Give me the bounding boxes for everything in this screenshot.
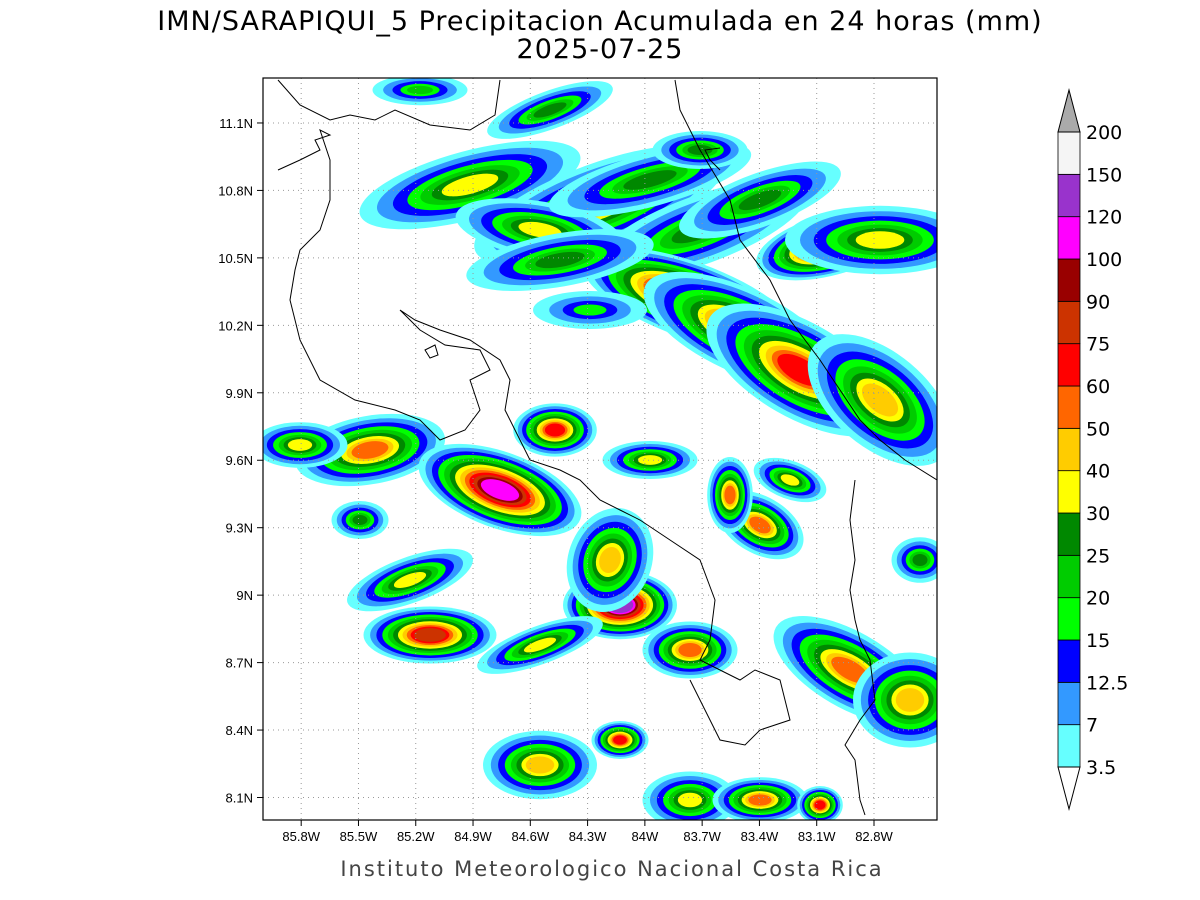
colorbar-label: 7 bbox=[1086, 715, 1098, 737]
lon-tick-label: 84.9W bbox=[454, 829, 492, 844]
title: IMN/SARAPIQUI_5 Precipitacion Acumulada … bbox=[157, 6, 1042, 37]
precipitation-field bbox=[263, 78, 937, 820]
colorbar-label: 200 bbox=[1086, 122, 1122, 144]
precip-area bbox=[678, 643, 702, 657]
colorbar: 3.5 7 12.5 15 20 25 30 40 50 60 75 90 100 120 150 200 bbox=[1057, 88, 1128, 811]
date: 2025-07-25 bbox=[517, 34, 684, 65]
precip-area bbox=[480, 479, 520, 501]
precip-area bbox=[831, 656, 869, 684]
lon-tick-label: 83.7W bbox=[683, 829, 721, 844]
precip-area bbox=[748, 794, 772, 806]
colorbar-label: 20 bbox=[1086, 588, 1110, 610]
colorbar-under bbox=[1057, 766, 1081, 811]
colorbar-label: 150 bbox=[1086, 164, 1122, 186]
colorbar-label: 3.5 bbox=[1086, 757, 1116, 779]
precip-area bbox=[895, 688, 925, 712]
precip-area bbox=[544, 423, 566, 437]
colorbar-box bbox=[1057, 681, 1081, 726]
lat-tick-label: 9N bbox=[236, 588, 253, 603]
precip-area bbox=[407, 85, 433, 95]
precip-area bbox=[677, 792, 703, 808]
grid bbox=[263, 78, 937, 820]
colorbar-label: 30 bbox=[1086, 503, 1110, 525]
precip-area bbox=[613, 735, 627, 745]
lon-tick-label: 84.6W bbox=[512, 829, 550, 844]
colorbar-label: 50 bbox=[1086, 418, 1110, 440]
lon-tick-label: 83.4W bbox=[741, 829, 779, 844]
lon-tick-label: 84W bbox=[632, 829, 659, 844]
colorbar-box bbox=[1057, 385, 1081, 429]
lon-tick-label: 85.8W bbox=[282, 829, 320, 844]
precip-area bbox=[814, 800, 826, 810]
colorbar-box bbox=[1057, 512, 1081, 556]
lat-tick-label: 9.6N bbox=[226, 453, 253, 468]
colorbar-box bbox=[1057, 258, 1081, 302]
lat-tick-label: 10.8N bbox=[218, 183, 253, 198]
lon-tick-label: 85.2W bbox=[397, 829, 435, 844]
colorbar-box bbox=[1057, 470, 1081, 514]
lon-tick-label: 83.1W bbox=[798, 829, 836, 844]
colorbar-box bbox=[1057, 427, 1081, 472]
colorbar-box bbox=[1057, 131, 1081, 175]
colorbar-box bbox=[1057, 300, 1081, 345]
precip-area bbox=[724, 485, 736, 505]
lon-tick-label: 84.3W bbox=[569, 829, 607, 844]
precip-area bbox=[749, 516, 771, 534]
colorbar-box bbox=[1057, 343, 1081, 387]
colorbar-label: 40 bbox=[1086, 461, 1110, 483]
precip-area bbox=[599, 547, 621, 573]
colorbar-label: 12.5 bbox=[1086, 672, 1128, 694]
map-frame bbox=[262, 77, 938, 821]
colorbar-box bbox=[1057, 639, 1081, 683]
precip-area bbox=[414, 628, 446, 642]
colorbar-label: 120 bbox=[1086, 207, 1122, 229]
precip-area bbox=[861, 383, 899, 417]
lat-tick-label: 10.2N bbox=[218, 318, 253, 333]
coastline bbox=[277, 79, 937, 816]
lat-tick-label: 10.5N bbox=[218, 251, 253, 266]
precip-area bbox=[623, 170, 677, 190]
colorbar-label: 100 bbox=[1086, 249, 1122, 271]
precip-area bbox=[351, 441, 389, 459]
colorbar-label: 25 bbox=[1086, 545, 1110, 567]
colorbar-box bbox=[1057, 216, 1081, 260]
lon-tick-label: 82.8W bbox=[855, 829, 893, 844]
precip-area bbox=[855, 231, 905, 249]
colorbar-box bbox=[1057, 724, 1081, 768]
precip-area bbox=[637, 455, 663, 465]
axes: 8.1N 8.4N 8.7N 9N 9.3N 9.6N 9.9N 10.2N 10.5N 10.8… bbox=[218, 116, 893, 844]
precip-area bbox=[518, 221, 562, 239]
precip-area bbox=[780, 474, 800, 486]
lat-tick-label: 8.4N bbox=[226, 723, 253, 738]
lat-tick-label: 9.3N bbox=[226, 521, 253, 536]
footer: Instituto Meteorologico Nacional Costa R… bbox=[340, 857, 883, 881]
colorbar-label: 15 bbox=[1086, 630, 1110, 652]
precip-area bbox=[523, 637, 557, 653]
colorbar-over bbox=[1057, 88, 1081, 133]
lon-tick-label: 85.5W bbox=[340, 829, 378, 844]
colorbar-label: 75 bbox=[1086, 334, 1110, 356]
precip-area bbox=[441, 173, 499, 197]
precip-area bbox=[535, 251, 585, 269]
precip-area bbox=[352, 515, 368, 525]
precip-area bbox=[573, 304, 607, 316]
precip-area bbox=[738, 189, 782, 211]
lat-tick-label: 8.1N bbox=[226, 791, 253, 806]
colorbar-box bbox=[1057, 173, 1081, 218]
precip-area bbox=[525, 756, 555, 774]
precip-area bbox=[533, 102, 567, 118]
colorbar-label: 60 bbox=[1086, 376, 1110, 398]
colorbar-label: 90 bbox=[1086, 291, 1110, 313]
precip-area bbox=[287, 439, 313, 451]
precip-area bbox=[393, 572, 427, 588]
colorbar-box bbox=[1057, 597, 1081, 641]
lat-tick-label: 11.1N bbox=[219, 116, 253, 131]
colorbar-box bbox=[1057, 554, 1081, 599]
lat-tick-label: 9.9N bbox=[226, 386, 253, 401]
precip-area bbox=[912, 554, 928, 566]
lat-tick-label: 8.7N bbox=[226, 656, 253, 671]
